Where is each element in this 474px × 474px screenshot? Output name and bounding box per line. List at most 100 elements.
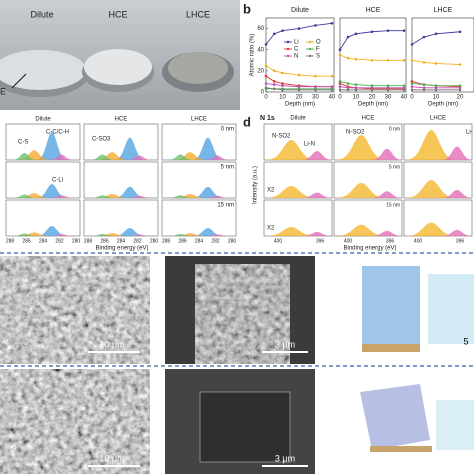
spectrum-frame <box>5 199 81 237</box>
x-tick-label: 0 <box>410 95 414 101</box>
peak <box>163 234 235 236</box>
point <box>297 27 301 30</box>
peak <box>265 140 331 160</box>
render-base <box>362 344 420 352</box>
x-axis-label: Depth (nm) <box>428 102 458 108</box>
peak <box>85 137 157 160</box>
point <box>402 84 406 87</box>
point <box>346 86 350 90</box>
peak <box>335 191 401 198</box>
point <box>354 88 358 92</box>
panel-d: N 1s Intensity (a.u.) Dilute 400 396 HCE 0 nm 5… <box>253 115 473 252</box>
x-tick-label: 40 <box>401 95 408 101</box>
peak <box>335 148 401 160</box>
point <box>434 88 438 92</box>
panel-label: d <box>243 114 251 129</box>
sem-image <box>0 256 150 364</box>
point <box>272 32 276 36</box>
legend-label: Li <box>294 40 299 46</box>
render-block <box>362 266 420 344</box>
point <box>338 88 342 92</box>
peak <box>163 233 235 236</box>
x-axis-label: Depth (nm) <box>285 102 315 108</box>
depth-label: 0 nm <box>389 126 400 132</box>
peak <box>405 146 471 160</box>
depth-label: 15 nm <box>386 202 400 208</box>
coin-dilute-top <box>0 50 86 90</box>
series-line <box>265 22 333 45</box>
peak-label: N-SO2 <box>272 134 291 140</box>
point <box>281 71 284 75</box>
plot-frame <box>411 17 474 93</box>
point <box>386 88 390 92</box>
peak <box>85 228 157 236</box>
point <box>422 88 426 92</box>
x-tick-label: 284 <box>39 238 48 244</box>
x-tick-label: 10 <box>433 95 440 101</box>
point <box>410 88 414 92</box>
series-line <box>339 83 404 90</box>
peak <box>163 194 235 198</box>
panel-label: b <box>243 1 251 16</box>
point <box>346 56 350 60</box>
point <box>370 86 374 90</box>
point <box>410 82 414 85</box>
peak-label: C-SO3 <box>92 137 111 143</box>
x-tick-label: 280 <box>228 238 237 244</box>
x-tick-label: 396 <box>456 238 465 244</box>
point <box>354 86 358 90</box>
point <box>434 32 438 36</box>
peak <box>85 152 157 160</box>
legend-marker <box>308 40 312 44</box>
point <box>281 84 284 87</box>
y-axis-label: Atomic ratio (%) <box>250 34 256 77</box>
render-base <box>370 446 432 452</box>
point <box>410 58 414 62</box>
peak <box>163 195 235 198</box>
x-tick-label: 400 <box>344 238 353 244</box>
peak <box>85 186 157 198</box>
point <box>272 80 276 83</box>
panel-c: Dilute 288 286 284 282 280 HCE 288 286 284 282 280 L… <box>5 117 237 252</box>
peak <box>163 155 235 160</box>
arrow <box>11 73 27 89</box>
legend-label: S <box>316 54 320 60</box>
peak <box>265 186 331 198</box>
spectrum-frame <box>83 161 159 199</box>
peak <box>163 152 235 160</box>
peak <box>163 234 235 236</box>
column-title: Dilute <box>35 117 51 123</box>
series-line <box>339 54 404 61</box>
fib-section <box>195 264 290 364</box>
x-tick-label: 284 <box>117 238 126 244</box>
point <box>458 86 462 90</box>
x-tick-label: 30 <box>385 95 392 101</box>
scale-label: 5 <box>463 336 468 346</box>
x-tick-label: 400 <box>414 238 423 244</box>
point <box>402 86 406 90</box>
scale-label: 3 μm <box>275 339 295 349</box>
x-tick-label: 10 <box>279 95 286 101</box>
y-tick-label: 60 <box>257 26 264 32</box>
fib-section <box>199 391 291 463</box>
point <box>264 64 268 67</box>
peak <box>7 232 79 236</box>
x-tick-label: 20 <box>369 95 376 101</box>
peak <box>163 137 235 160</box>
series-line <box>339 86 404 89</box>
x-tick-label: 288 <box>162 238 171 244</box>
point <box>422 61 426 64</box>
peak <box>85 194 157 198</box>
point <box>422 86 426 90</box>
legend-label: C <box>294 47 299 53</box>
point <box>330 85 334 89</box>
peak-label: C-Li <box>52 178 63 184</box>
photo-label: HCE <box>108 9 127 19</box>
peak <box>163 195 235 198</box>
legend-marker <box>308 47 312 51</box>
x-tick-label: 400 <box>274 238 283 244</box>
axis-label: Binding energy (eV) <box>95 246 148 252</box>
depth-label: 15 nm <box>217 203 234 209</box>
series-line <box>265 83 332 88</box>
